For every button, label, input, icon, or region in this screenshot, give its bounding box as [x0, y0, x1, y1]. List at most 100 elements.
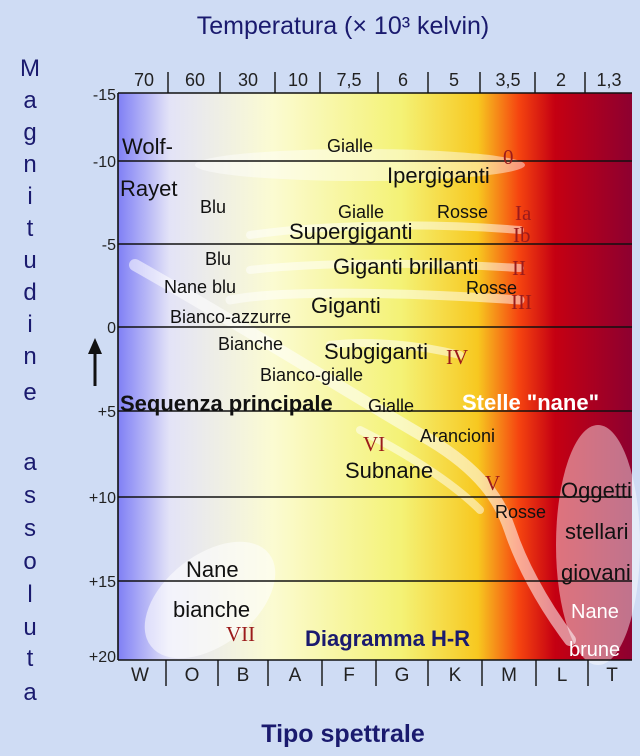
- subdwarf-band: [356, 426, 484, 514]
- y-tick: +20: [89, 649, 116, 666]
- y-tick: -15: [93, 87, 116, 104]
- y-title-letter: e: [23, 379, 36, 406]
- spectral-type-tick: G: [395, 665, 410, 686]
- y-title-letter: s: [24, 515, 36, 542]
- temperature-title: Temperatura (× 10³ kelvin): [197, 12, 489, 40]
- spectral-type-tick: T: [606, 665, 618, 686]
- top-tick: 30: [238, 70, 258, 90]
- label-rosse: Rosse: [495, 502, 546, 522]
- hypergiant-region: [195, 149, 525, 181]
- y-title-letter: n: [23, 343, 36, 370]
- class-vi: VI: [363, 432, 385, 456]
- y-title-letter: s: [24, 482, 36, 509]
- grid-lines: [118, 160, 632, 582]
- top-tick: 10: [288, 70, 308, 90]
- y-title-letter: a: [23, 87, 37, 114]
- spectral-type-tick: O: [185, 665, 200, 686]
- white-dwarf-region: [144, 541, 276, 659]
- sequence-bands: [129, 221, 576, 646]
- label-ipergiganti: Ipergiganti: [387, 163, 490, 188]
- spectral-type-tick: W: [131, 665, 149, 686]
- label-nane-blu: Nane blu: [164, 277, 236, 297]
- subgiant-band: [326, 339, 464, 359]
- class-ii: II: [512, 256, 526, 280]
- top-tick: 1,3: [596, 70, 621, 90]
- label-diagramma-hr: Diagramma H-R: [305, 626, 470, 651]
- young-objects-region: [556, 425, 640, 665]
- class-ia: Ia: [515, 201, 532, 225]
- top-tick: 5: [449, 70, 459, 90]
- y-title-letter: l: [27, 581, 32, 608]
- axes-frame: [117, 92, 632, 661]
- label-rayet: Rayet: [120, 176, 177, 201]
- y-title-letter: M: [20, 55, 40, 82]
- y-title-letter: o: [23, 548, 36, 575]
- label-oggetti: Oggetti: [561, 478, 632, 503]
- y-title-letter: a: [23, 449, 37, 476]
- spectral-type-tick: K: [449, 665, 462, 686]
- region-labels: Wolf- Rayet Blu Blu Nane blu Bianco-azzu…: [120, 134, 632, 661]
- main-sequence-band: [129, 259, 576, 646]
- label-rosse: Rosse: [466, 278, 517, 298]
- top-axis-ticks: 70 60 30 10 7,5 6 5 3,5 2 1,3: [134, 70, 622, 90]
- label-gialle: Gialle: [327, 136, 373, 156]
- y-title-letter: g: [23, 119, 36, 146]
- class-iv: IV: [446, 345, 468, 369]
- y-tick: +15: [89, 574, 116, 591]
- top-tick: 7,5: [336, 70, 361, 90]
- y-axis-title: M a g n i t u d i n e a s s o l u t a: [20, 55, 40, 706]
- y-title-letter: u: [23, 614, 36, 641]
- label-arancioni: Arancioni: [420, 426, 495, 446]
- label-brune: brune: [569, 639, 620, 661]
- y-title-letter: d: [23, 279, 36, 306]
- spectral-type-tick: F: [343, 665, 355, 686]
- class-0: 0: [503, 145, 514, 169]
- y-title-letter: t: [27, 215, 34, 242]
- label-giganti: Giganti: [311, 293, 381, 318]
- label-blu: Blu: [200, 197, 226, 217]
- top-tick: 3,5: [495, 70, 520, 90]
- spectral-type-tick: A: [289, 665, 302, 686]
- y-axis-ticks: -15 -10 -5 0 +5 +10 +15 +20: [89, 87, 116, 666]
- label-giovani: giovani: [561, 560, 631, 585]
- up-arrow-icon: [88, 338, 102, 386]
- giant-band: [225, 288, 525, 305]
- label-nane-bianche: Nane: [186, 557, 239, 582]
- supergiant-band: [246, 221, 524, 239]
- y-tick: 0: [107, 320, 116, 337]
- y-title-letter: t: [27, 645, 34, 672]
- top-tick: 6: [398, 70, 408, 90]
- label-stelle-nane: Stelle "nane": [462, 390, 599, 415]
- y-title-letter: n: [23, 151, 36, 178]
- label-sequenza-principale: Sequenza principale: [120, 391, 333, 416]
- label-subgiganti: Subgiganti: [324, 339, 428, 364]
- y-title-letter: u: [23, 247, 36, 274]
- label-stellari: stellari: [565, 519, 629, 544]
- label-supergiganti: Supergiganti: [289, 219, 413, 244]
- top-axis-separators: [167, 72, 586, 93]
- label-giganti-brillanti: Giganti brillanti: [333, 254, 479, 279]
- top-tick: 70: [134, 70, 154, 90]
- class-iii: III: [511, 290, 532, 314]
- top-tick: 2: [556, 70, 566, 90]
- y-title-letter: i: [27, 311, 32, 338]
- label-blu: Blu: [205, 249, 231, 269]
- label-nane-brune: Nane: [571, 601, 619, 623]
- luminosity-classes: 0 Ia Ib II III IV VI V VII: [226, 145, 532, 646]
- class-v: V: [485, 471, 500, 495]
- label-rosse: Rosse: [437, 202, 488, 222]
- label-gialle: Gialle: [338, 202, 384, 222]
- label-bianco-gialle: Bianco-gialle: [260, 365, 363, 385]
- spectral-type-title: Tipo spettrale: [261, 720, 425, 748]
- label-wolf: Wolf-: [122, 134, 173, 159]
- label-subnane: Subnane: [345, 458, 433, 483]
- class-ib: Ib: [513, 223, 531, 247]
- y-tick: -5: [102, 237, 116, 254]
- top-tick: 60: [185, 70, 205, 90]
- label-bianche-dwarf: bianche: [173, 597, 250, 622]
- class-vii: VII: [226, 622, 255, 646]
- y-title-letter: i: [27, 183, 32, 210]
- spectral-type-tick: L: [557, 665, 568, 686]
- spectral-type-tick: B: [237, 665, 250, 686]
